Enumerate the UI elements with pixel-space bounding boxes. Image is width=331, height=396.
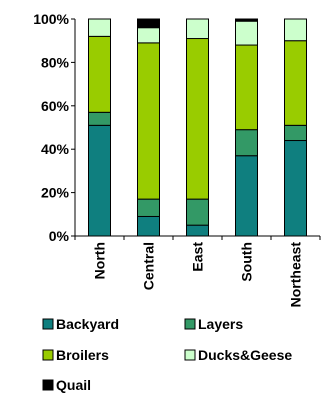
legend-swatch [184,318,196,330]
bar-east-backyard [186,224,209,237]
bar-central-layers [137,198,160,217]
x-category-label: South [239,242,255,282]
legend-swatch [184,349,196,361]
legend-swatch [42,349,54,361]
bar-central-backyard [137,215,160,237]
bar-south-broilers [235,44,258,131]
y-tick-label: 60% [41,98,70,114]
bar-north-backyard [88,124,111,237]
x-axis: North Central East South Northeast [74,235,321,308]
x-category-label: Northeast [288,242,304,308]
bar-east-broilers [186,38,209,200]
bar-northeast-layers [284,124,307,142]
y-tick-label: 100% [33,11,69,27]
x-category-label: Central [141,242,157,290]
bar-north-broilers [88,35,111,113]
bar-south-quail [235,18,258,22]
x-category-label: East [190,242,206,272]
y-tick-label: 20% [41,185,70,201]
bar-northeast-broilers [284,40,307,126]
y-tick-label: 40% [41,141,70,157]
legend-label: Broilers [56,347,109,363]
bar-central-quail [137,18,160,29]
legend-label: Ducks&Geese [198,347,292,363]
bar-south-layers [235,129,258,157]
bar-east-layers [186,198,209,226]
bar-east-ducks-geese [186,18,209,40]
legend: Backyard Layers Broilers Ducks&Geese Quail [42,316,292,393]
legend-label: Layers [198,316,243,332]
y-tick-label: 80% [41,54,70,70]
y-axis: 0% 20% 40% 60% 80% 100% [33,11,76,244]
bar-northeast-ducks-geese [284,18,307,42]
plot-area [88,18,307,237]
bar-central-broilers [137,42,160,200]
bar-north-layers [88,111,111,126]
legend-label: Quail [56,377,91,393]
legend-swatch [42,318,54,330]
bar-northeast-backyard [284,140,307,237]
legend-swatch [42,379,54,391]
bar-south-backyard [235,155,258,237]
x-category-label: North [92,242,108,279]
y-tick-label: 0% [49,228,70,244]
bar-north-ducks-geese [88,18,111,37]
bar-south-ducks-geese [235,20,258,46]
legend-label: Backyard [56,316,119,332]
bar-central-ducks-geese [137,27,160,44]
